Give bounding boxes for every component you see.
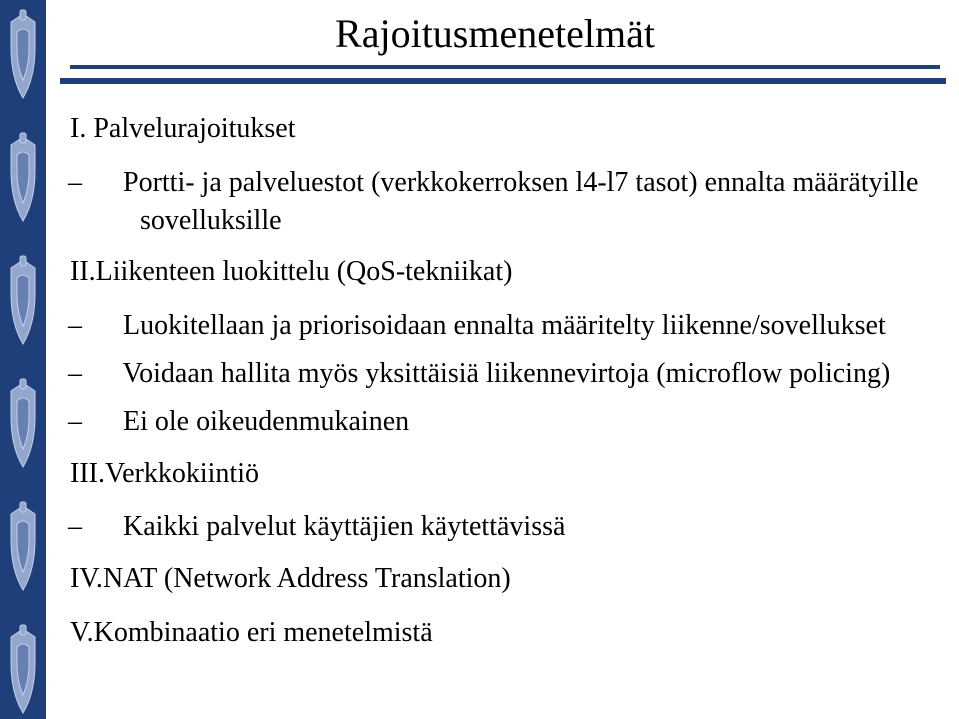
sub-text: Voidaan hallita myös yksittäisiä liikenn…	[123, 358, 891, 389]
item-label: Liikenteen luokittelu (QoS-tekniikat)	[96, 256, 513, 287]
item-heading: III.Verkkokiintiö	[70, 455, 930, 493]
item-label: Verkkokiintiö	[105, 458, 259, 489]
emblem-column	[0, 0, 46, 719]
sub-text: Portti- ja palveluestot (verkkokerroksen…	[123, 167, 918, 236]
dash-icon: –	[92, 508, 116, 546]
title-rule-thin	[70, 65, 940, 69]
item-heading: I. Palvelurajoitukset	[70, 110, 930, 148]
item-label: Kombinaatio eri menetelmistä	[94, 617, 433, 648]
emblem-icon	[0, 499, 46, 596]
sub-text: Ei ole oikeudenmukainen	[123, 406, 409, 437]
roman-numeral: V.	[70, 617, 94, 648]
title-rule-thick	[60, 78, 946, 84]
dash-icon: –	[92, 164, 116, 202]
item-label: Palvelurajoitukset	[93, 113, 295, 144]
dash-icon: –	[92, 307, 116, 345]
sub-item: – Ei ole oikeudenmukainen	[70, 403, 930, 441]
sub-item: – Voidaan hallita myös yksittäisiä liike…	[70, 355, 930, 393]
list-item: I. Palvelurajoitukset – Portti- ja palve…	[70, 110, 930, 239]
roman-numeral: III.	[70, 458, 105, 489]
roman-numeral: II.	[70, 256, 96, 287]
sub-item: – Luokitellaan ja priorisoidaan ennalta …	[70, 307, 930, 345]
list-item: II.Liikenteen luokittelu (QoS-tekniikat)…	[70, 253, 930, 440]
sub-item: – Kaikki palvelut käyttäjien käytettävis…	[70, 508, 930, 546]
dash-icon: –	[92, 355, 116, 393]
item-heading: IV.NAT (Network Address Translation)	[70, 560, 930, 598]
emblem-icon	[0, 376, 46, 473]
content-body: I. Palvelurajoitukset – Portti- ja palve…	[70, 110, 930, 668]
roman-numeral: IV.	[70, 563, 103, 594]
emblem-icon	[0, 8, 46, 105]
slide-page: Rajoitusmenetelmät I. Palvelurajoitukset…	[0, 0, 959, 719]
emblem-icon	[0, 622, 46, 719]
sub-text: Kaikki palvelut käyttäjien käytettävissä	[123, 511, 565, 542]
list-item: III.Verkkokiintiö – Kaikki palvelut käyt…	[70, 455, 930, 547]
item-label: NAT (Network Address Translation)	[103, 563, 511, 594]
roman-numeral: I.	[70, 113, 86, 144]
list-item: V.Kombinaatio eri menetelmistä	[70, 614, 930, 652]
sub-item: – Portti- ja palveluestot (verkkokerroks…	[70, 164, 930, 240]
list-item: IV.NAT (Network Address Translation)	[70, 560, 930, 598]
item-heading: II.Liikenteen luokittelu (QoS-tekniikat)	[70, 253, 930, 291]
page-title: Rajoitusmenetelmät	[60, 10, 930, 57]
dash-icon: –	[92, 403, 116, 441]
item-heading: V.Kombinaatio eri menetelmistä	[70, 614, 930, 652]
sub-text: Luokitellaan ja priorisoidaan ennalta mä…	[123, 310, 886, 341]
emblem-icon	[0, 131, 46, 228]
emblem-icon	[0, 254, 46, 351]
